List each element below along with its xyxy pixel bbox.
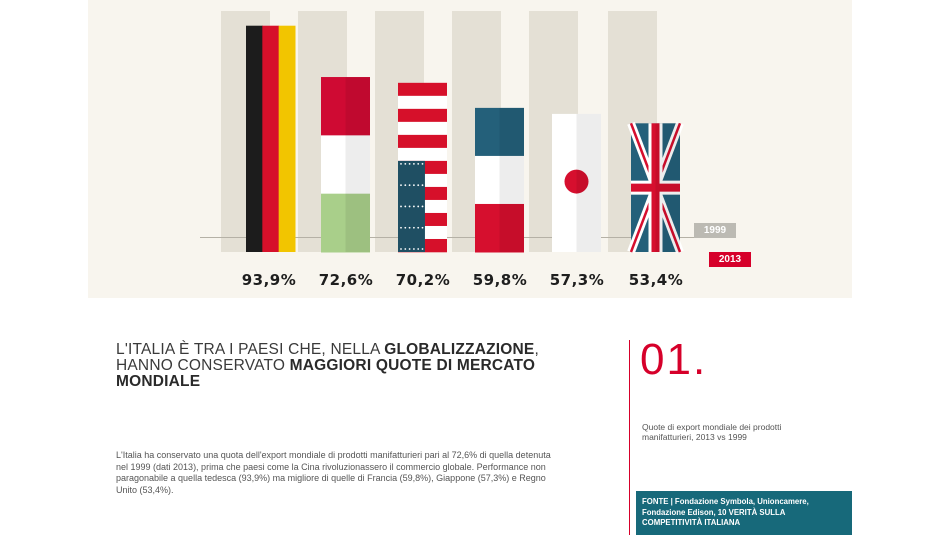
value-label-italy: 72,6% [318, 271, 374, 289]
source-text: | Fondazione Symbola, Unioncamere, Fonda… [642, 497, 809, 528]
value-label-france: 59,8% [472, 271, 528, 289]
chart-caption: Quote di export mondiale dei prodotti ma… [642, 422, 782, 442]
bar-2013-usa-flag [398, 82, 447, 253]
headline-bold2: maggiori quote di mercato mondiale [116, 357, 536, 390]
bar-2013-france-flag [475, 107, 524, 253]
legend-2013-tag: 2013 [709, 252, 751, 267]
body-text: L'Italia ha conservato una quota dell'ex… [116, 450, 551, 495]
source-label: FONTE [642, 497, 669, 507]
headline-bold1: globalizzazione [384, 341, 535, 358]
section-number-digits: 01 [640, 335, 693, 384]
chart-panel [88, 0, 852, 298]
value-label-germany: 93,9% [241, 271, 297, 289]
headline-part2: , hanno conservato [116, 341, 539, 374]
legend-1999-tag: 1999 [694, 223, 736, 238]
bar-2013-germany-flag [246, 25, 296, 252]
value-label-uk: 53,4% [628, 271, 684, 289]
value-label-usa: 70,2% [395, 271, 451, 289]
vertical-divider [629, 340, 630, 535]
bar-chart [200, 11, 694, 254]
value-label-japan: 57,3% [549, 271, 605, 289]
section-number-dot: . [692, 335, 708, 384]
bar-2013-italy-flag [321, 77, 370, 253]
bar-2013-japan-flag [552, 113, 601, 252]
headline: L'Italia è tra i paesi che, nella global… [116, 342, 576, 390]
source-box: FONTE | Fondazione Symbola, Unioncamere,… [636, 491, 852, 535]
section-number: 01. [640, 335, 707, 385]
headline-part1: L'Italia è tra i paesi che, nella [116, 341, 385, 358]
bar-2013-uk-flag [627, 121, 684, 254]
